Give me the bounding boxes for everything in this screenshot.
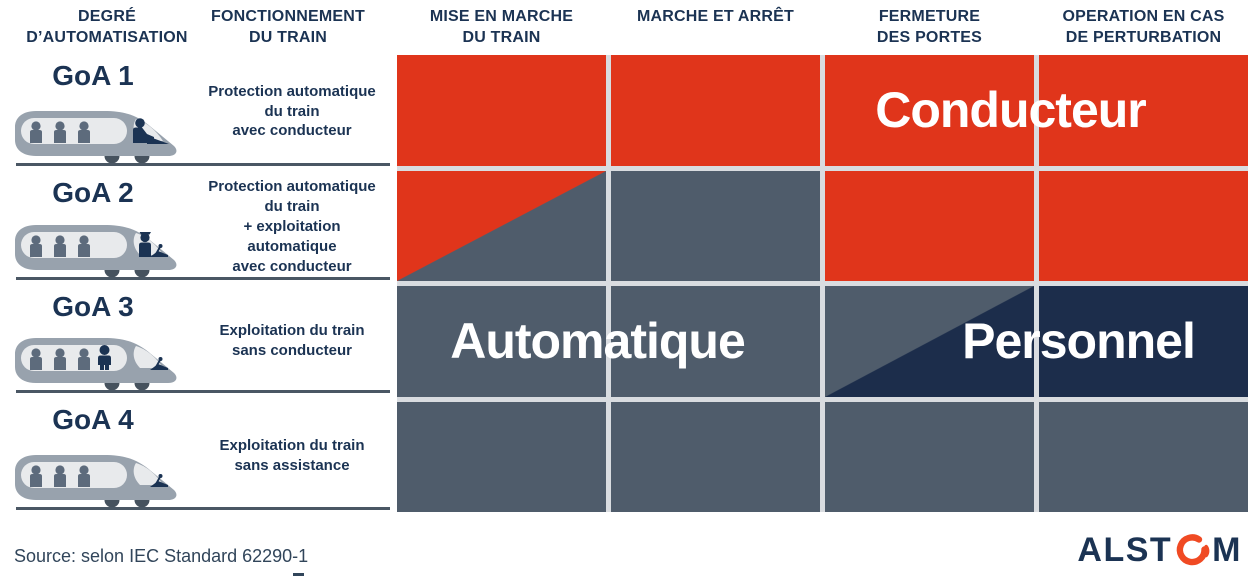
cropped-text-fragment: [293, 573, 304, 576]
grid-cell-r4-c1: [397, 401, 606, 512]
grid-cell-r4-c2: [611, 401, 820, 512]
goa-row-4: GoA 4 Exploitation du train sans assista…: [0, 399, 397, 512]
goa-description: Protection automatique du train avec con…: [208, 82, 376, 140]
responsibility-grid: [397, 55, 1248, 512]
grid-cell-r1-c3: [825, 55, 1034, 166]
goa-description: Protection automatique du train + exploi…: [208, 178, 376, 275]
grid-cell-r1-c1: [397, 55, 606, 166]
grid-cell-r2-c4: [1039, 170, 1248, 281]
goa-row-1: GoA 1 Protection automatique du train av…: [0, 55, 397, 168]
grid-cell-r4-c4: [1039, 401, 1248, 512]
goa-row-3: GoA 3 Exploitation du train sans conduct…: [0, 286, 397, 395]
column-header-1: MISE EN MARCHE DU TRAIN: [429, 8, 574, 46]
grid-cell-r2-c3: [825, 170, 1034, 281]
goa-level-label: GoA 1: [52, 60, 134, 91]
goa-level-label: GoA 3: [52, 291, 134, 322]
grid-cell-r1-c4: [1039, 55, 1248, 166]
goa-level-label: GoA 2: [52, 177, 134, 208]
grid-cell-r3-c2: [611, 286, 820, 397]
grid-cell-r4-c3: [825, 401, 1034, 512]
track-line: [16, 163, 390, 166]
goa-level-label: GoA 4: [52, 404, 134, 435]
alstom-logo-text-left: ALST: [1077, 531, 1173, 569]
header-train-function: FONCTIONNEMENT DU TRAIN: [211, 8, 365, 46]
grid-cell-r2-c2: [611, 170, 820, 281]
train-illustration-goa3: [12, 337, 192, 391]
alstom-logo-text-right: M: [1212, 531, 1242, 569]
alstom-logo: ALST M: [1077, 531, 1242, 570]
grid-cell-r3-c4: [1039, 286, 1248, 397]
train-illustration-goa2: [12, 224, 192, 278]
train-illustration-goa4: [12, 454, 192, 508]
goa-description: Exploitation du train sans assistance: [219, 436, 365, 474]
goa-description: Exploitation du train sans conducteur: [219, 321, 365, 359]
track-line: [16, 277, 390, 280]
header-degree-automation: DEGRÉ D’AUTOMATISATION: [26, 8, 188, 46]
grid-column-headers: MISE EN MARCHE DU TRAIN MARCHE ET ARRÊT FE…: [397, 7, 1248, 49]
grid-cell-r3-c3: [825, 286, 1034, 397]
column-header-2: MARCHE ET ARRÊT: [636, 8, 795, 25]
source-citation: Source: selon IEC Standard 62290-1: [14, 546, 309, 566]
track-line: [16, 507, 390, 510]
train-illustration-goa1: [12, 110, 192, 164]
grid-cell-r1-c2: [611, 55, 820, 166]
column-header-4: OPERATION EN CAS DE PERTURBATION: [1062, 8, 1225, 46]
track-line: [16, 390, 390, 393]
column-header-3: FERMETURE DES PORTES: [876, 8, 983, 46]
grid-cell-r2-c1: [397, 170, 606, 281]
grid-cell-r3-c1: [397, 286, 606, 397]
alstom-logo-o-swirl-icon: [1176, 533, 1210, 565]
goa-row-2: GoA 2 Protection automatique du train + …: [0, 172, 397, 282]
